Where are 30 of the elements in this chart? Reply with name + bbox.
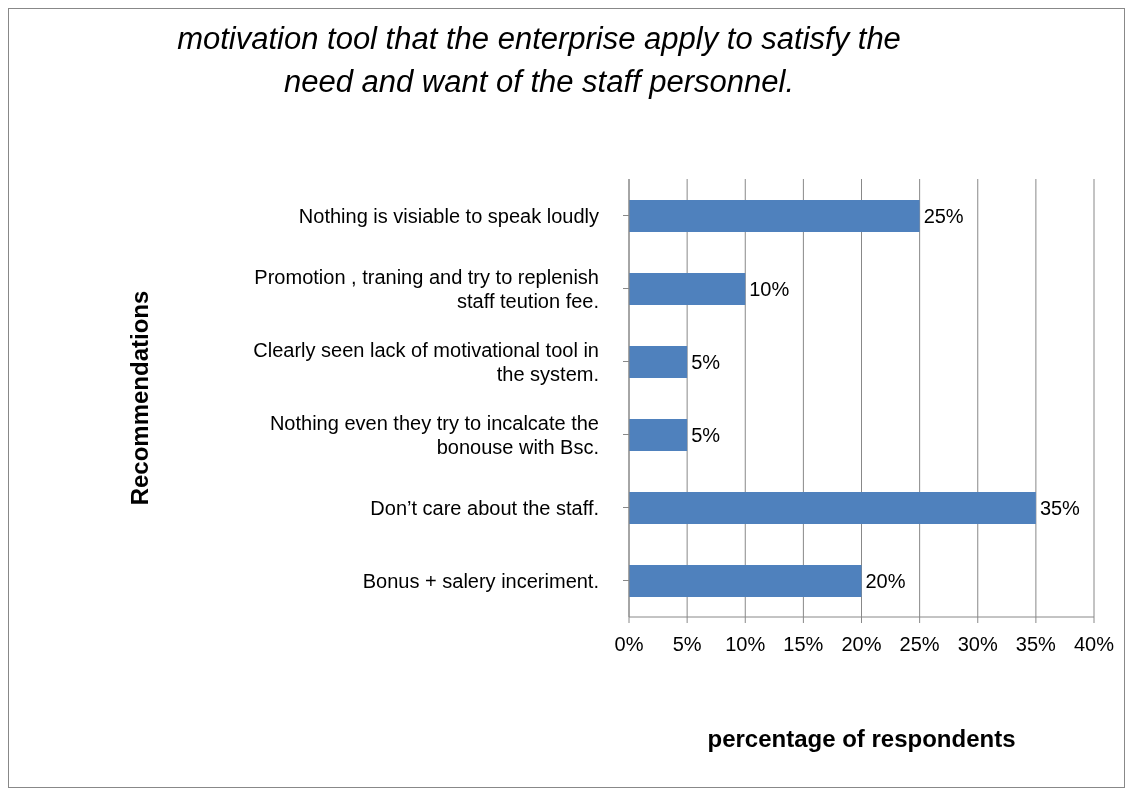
y-axis-title: Recommendations <box>125 290 153 506</box>
data-label: 5% <box>691 351 721 374</box>
x-tick-label: 20% <box>841 633 882 656</box>
data-label: 25% <box>923 205 964 228</box>
y-tick-label: Don’t care about the staff. <box>370 496 599 519</box>
bar <box>629 346 688 378</box>
x-tick-label: 10% <box>725 633 766 656</box>
x-tick-label: 30% <box>957 633 998 656</box>
y-tick-label: Bonus + salery inceriment. <box>362 569 599 592</box>
bar <box>629 273 746 305</box>
x-tick-label: 40% <box>1073 633 1115 656</box>
bar <box>629 419 688 451</box>
x-tick-label: 0% <box>614 633 644 656</box>
bar <box>629 200 920 232</box>
x-axis-title: percentage of respondents <box>707 725 1016 752</box>
y-tick-label: Clearly seen lack of motivational tool in the system. <box>253 338 599 385</box>
y-tick-label: Nothing is visiable to speak loudly <box>298 204 599 227</box>
x-tick-label: 35% <box>1015 633 1057 656</box>
x-tick-label: 25% <box>899 633 940 656</box>
data-label: 10% <box>749 278 790 301</box>
x-tick-label: 5% <box>672 633 702 656</box>
data-label: 5% <box>691 424 721 447</box>
bar <box>629 492 1036 524</box>
x-tick-label: 15% <box>783 633 824 656</box>
y-tick-label: Nothing even they try to incalcate the bonouse with Bsc. <box>269 411 599 458</box>
bar <box>629 565 862 597</box>
data-label: 20% <box>865 570 906 593</box>
data-label: 35% <box>1039 497 1081 520</box>
chart-title: motivation tool that the enterprise apply to satisfy the need and want of the staff personnel. <box>176 20 902 101</box>
y-tick-label: Promotion , traning and try to replenish staff teution fee. <box>254 265 599 312</box>
